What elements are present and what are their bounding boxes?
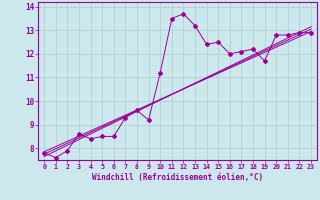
X-axis label: Windchill (Refroidissement éolien,°C): Windchill (Refroidissement éolien,°C) [92, 173, 263, 182]
